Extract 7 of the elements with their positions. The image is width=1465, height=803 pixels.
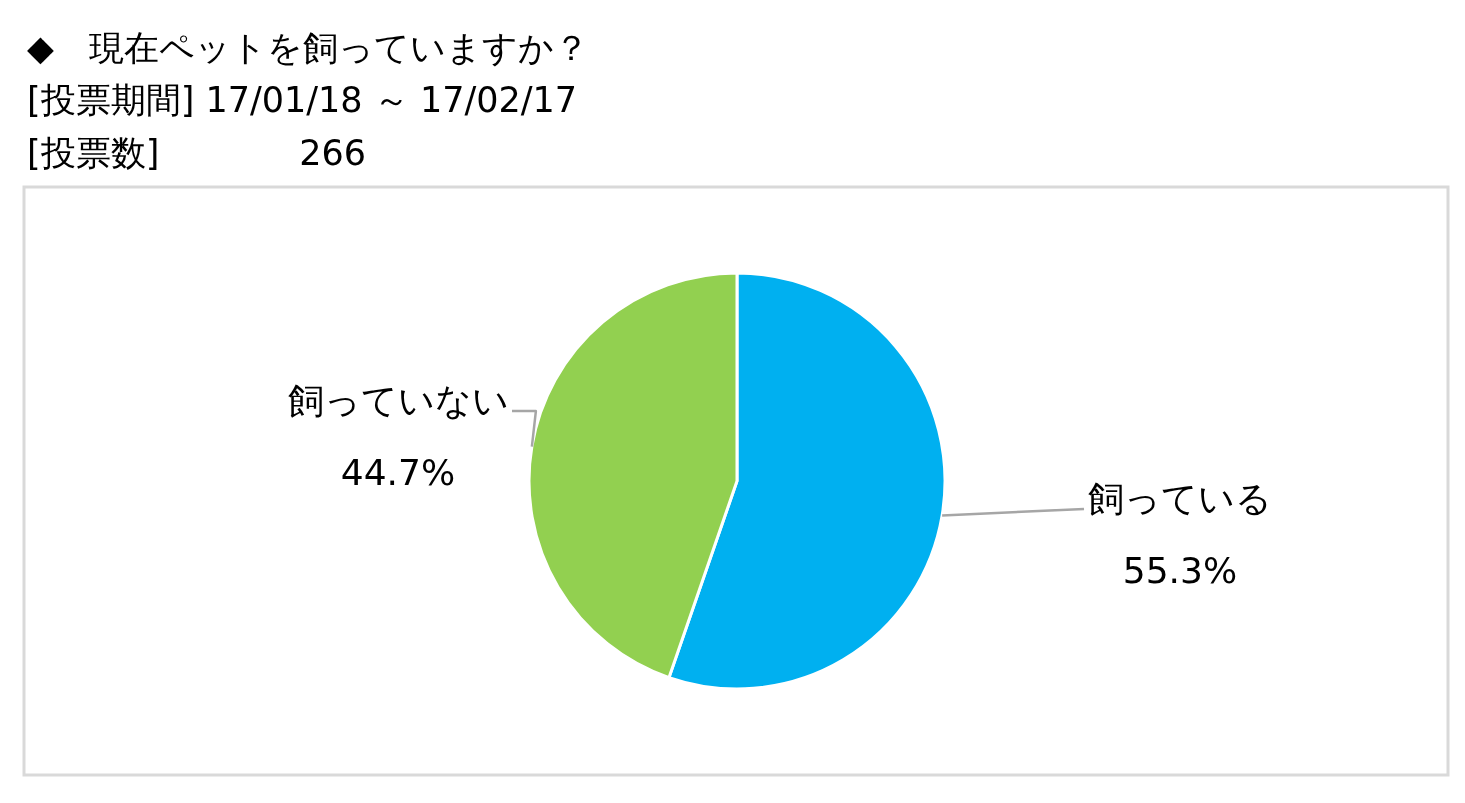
slice-label: 飼っていない xyxy=(287,380,509,422)
slice-label: 飼っている xyxy=(1088,477,1272,519)
chart-title: ◆ 現在ペットを飼っていますか？ xyxy=(27,28,589,68)
text: [投票数] 266 xyxy=(27,133,367,173)
chart-subtitle: [投票期間] 17/01/18 ～ 17/02/17 xyxy=(27,80,578,120)
data-label: 44.7% xyxy=(340,452,456,494)
data-label: 55.3% xyxy=(1122,549,1238,591)
